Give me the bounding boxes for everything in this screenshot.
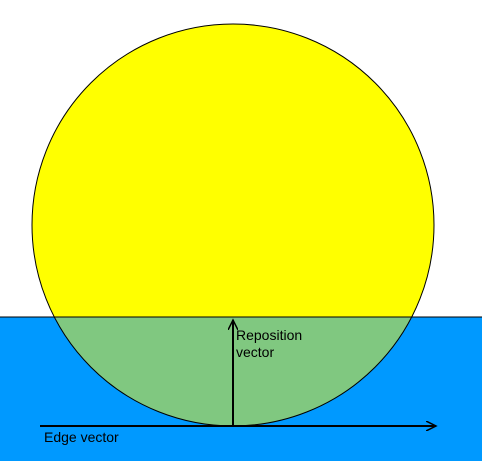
- reposition-label-line2: vector: [236, 344, 275, 360]
- edge-vector-label: Edge vector: [44, 429, 119, 445]
- reposition-vector-label: Reposition vector: [236, 327, 302, 361]
- reposition-label-line1: Reposition: [236, 327, 303, 343]
